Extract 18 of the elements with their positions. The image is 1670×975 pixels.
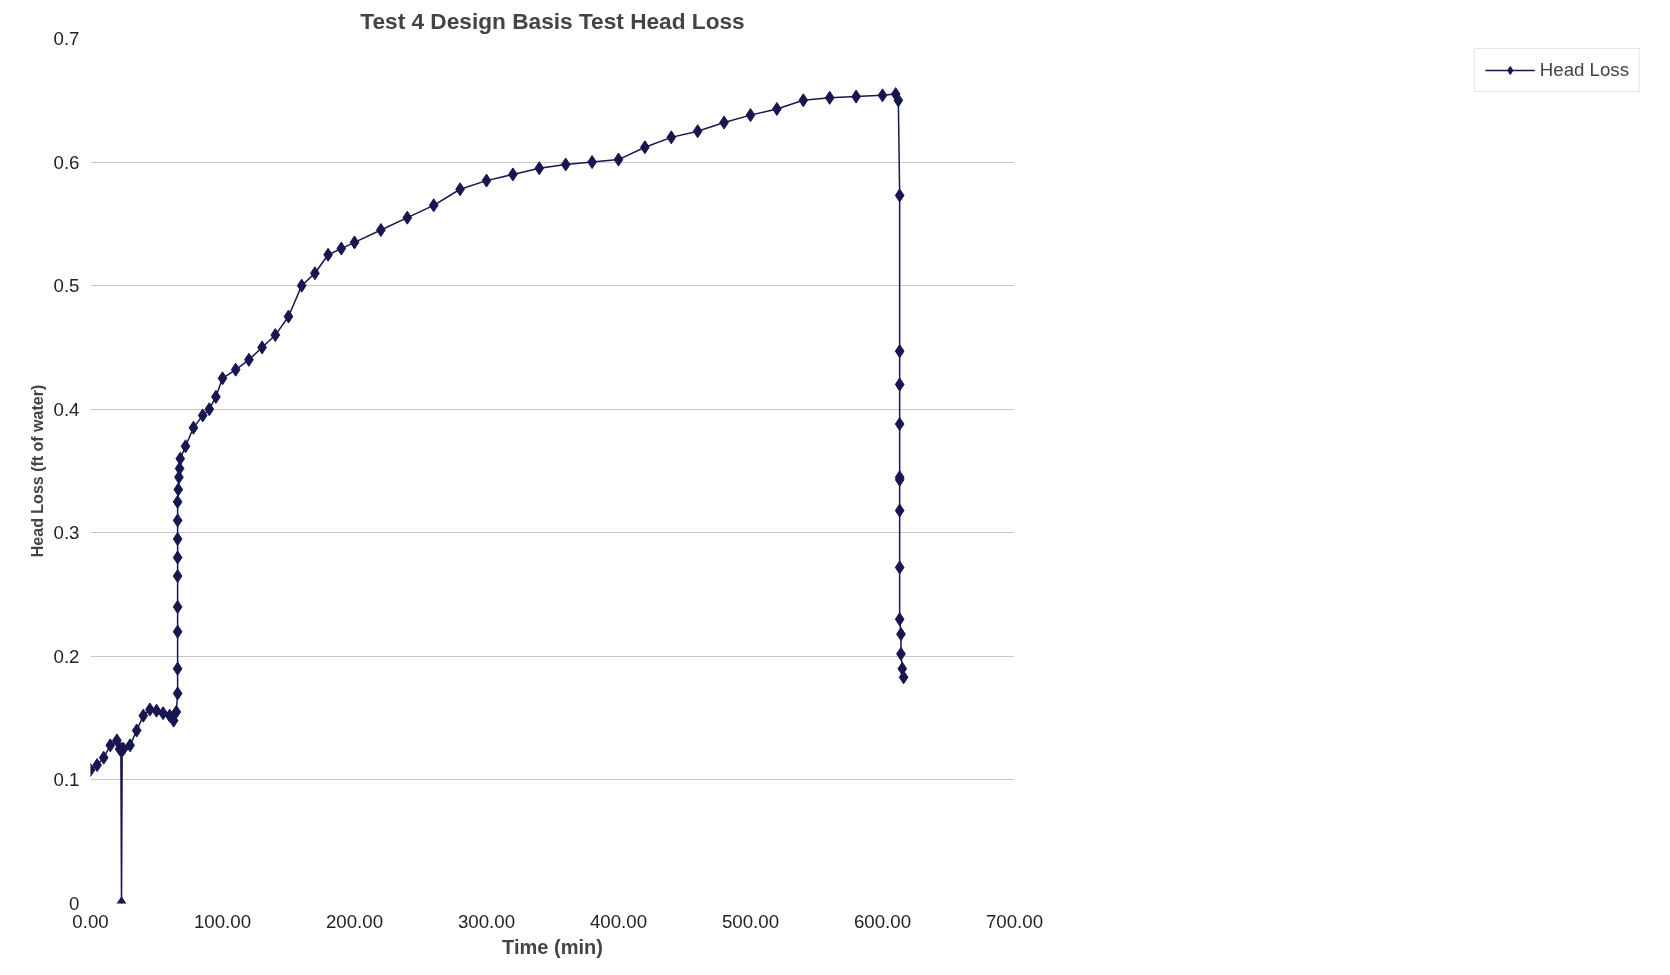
x-axis-title: Time (min) [502,935,603,958]
y-tick-label: 0.6 [53,151,80,173]
x-tick-label: 500.00 [721,910,780,932]
y-tick-label: 0.5 [53,275,80,297]
x-tick-label: 700.00 [985,910,1044,932]
y-tick-label: 0.7 [53,28,80,49]
chart-title: Test 4 Design Basis Test Head Loss [360,7,745,34]
y-tick-label: 0.3 [53,522,80,544]
x-tick-label: 600.00 [853,910,912,932]
x-tick-label: 300.00 [457,910,516,932]
y-tick-label: 0.4 [53,398,80,420]
y-axis-title: Head Loss (ft of water) [28,384,46,558]
x-tick-label: 400.00 [589,910,648,932]
y-tick-label: 0.1 [53,769,80,791]
x-tick-label: 100.00 [193,910,252,932]
legend-label: Head Loss [1539,59,1629,81]
x-tick-label: 200.00 [325,910,384,932]
y-tick-label: 0.2 [53,645,80,667]
